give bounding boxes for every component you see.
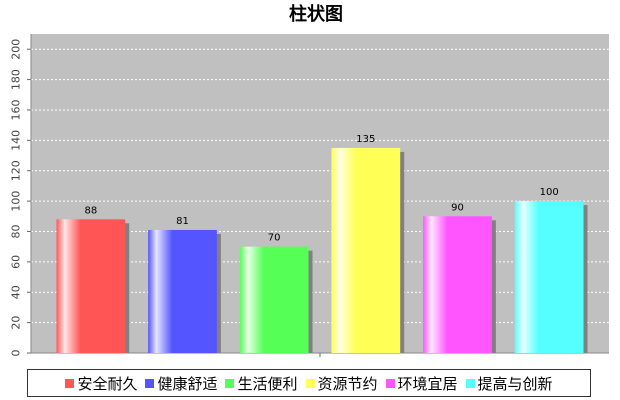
legend-swatch <box>225 378 235 388</box>
legend-label: 资源节约 <box>317 374 378 393</box>
bar-value-label: 90 <box>451 202 464 213</box>
value-labels: 88 81 70 135 90 100 <box>84 134 558 244</box>
bar-value-label: 88 <box>84 205 97 216</box>
legend-item: 提高与创新 <box>465 373 553 394</box>
bar <box>148 229 217 353</box>
legend: 安全耐久 健康舒适 生活便利 资源节约 环境宜居 提高与创新 <box>27 369 591 397</box>
chart-title: 柱状图 <box>289 3 343 25</box>
bar <box>56 219 126 353</box>
y-tick-label: 0 <box>10 350 23 357</box>
bar-value-label: 81 <box>176 216 189 227</box>
legend-item: 资源节约 <box>305 373 378 394</box>
legend-swatch <box>145 378 155 388</box>
bar-value-label: 135 <box>356 134 375 145</box>
y-tick-label: 80 <box>10 224 23 238</box>
bar <box>423 216 492 353</box>
bars <box>56 147 588 353</box>
axes: 0 20 40 60 80 100 120 140 160 180 200 <box>10 34 609 357</box>
bar <box>514 201 584 353</box>
legend-label: 环境宜居 <box>397 374 458 393</box>
legend-label: 安全耐久 <box>77 374 138 393</box>
y-tick-label: 120 <box>10 160 23 181</box>
legend-item: 生活便利 <box>225 373 298 394</box>
bar-value-label: 70 <box>268 233 281 244</box>
legend-label: 生活便利 <box>237 374 298 393</box>
legend-item: 健康舒适 <box>145 373 217 394</box>
y-tick-label: 40 <box>10 285 23 299</box>
y-tick-label: 140 <box>10 130 23 151</box>
legend-swatch <box>465 378 475 388</box>
bar-chart: 柱状图 0 20 40 60 80 100 120 140 160 180 200 88 81 70 13… <box>10 3 609 357</box>
bar-value-label: 100 <box>540 187 559 198</box>
y-tick-label: 160 <box>10 99 23 120</box>
y-tick-label: 60 <box>10 255 23 269</box>
y-tick-label: 180 <box>10 69 23 90</box>
legend-label: 健康舒适 <box>157 374 218 393</box>
y-tick-label: 100 <box>10 191 23 212</box>
legend-item: 安全耐久 <box>65 373 137 394</box>
bar <box>239 246 309 353</box>
legend-swatch <box>305 378 315 388</box>
legend-swatch <box>385 378 395 388</box>
legend-swatch <box>65 378 75 388</box>
legend-label: 提高与创新 <box>477 374 553 393</box>
y-tick-label: 200 <box>10 39 23 60</box>
bar <box>331 147 401 353</box>
legend-item: 环境宜居 <box>385 373 458 394</box>
y-tick-label: 20 <box>10 316 23 330</box>
